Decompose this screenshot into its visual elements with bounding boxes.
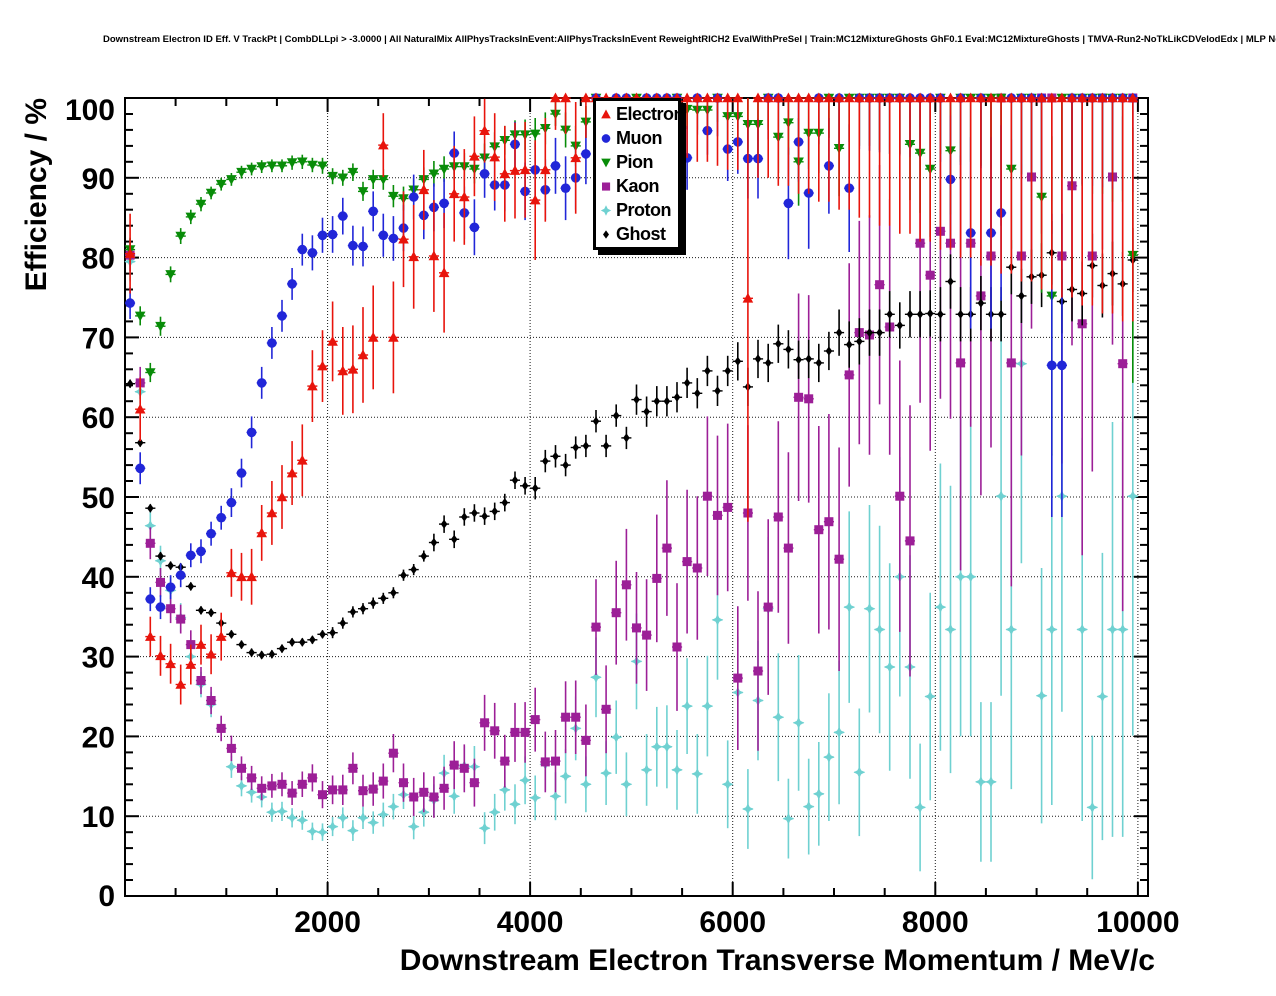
y-tick-label: 40 <box>82 562 115 595</box>
legend-entry-proton: Proton <box>599 198 678 222</box>
y-tick-label: 50 <box>82 482 115 515</box>
x-axis-title: Downstream Electron Transverse Momentum … <box>400 944 1155 977</box>
ghost-marker-icon <box>603 230 609 239</box>
pion-marker-icon <box>601 158 611 168</box>
legend-label: Pion <box>616 151 654 172</box>
electron-marker-icon <box>601 109 611 119</box>
legend-label: Muon <box>616 127 662 148</box>
y-tick-label: 70 <box>82 322 115 355</box>
y-tick-label: 10 <box>82 801 115 834</box>
legend-box: Electron Muon Pion Kaon Proton Ghost <box>593 98 685 250</box>
proton-marker-icon <box>600 205 612 216</box>
legend-label: Kaon <box>616 175 660 196</box>
y-tick-label: 60 <box>82 402 115 435</box>
y-tick-label: 0 <box>98 880 115 913</box>
x-tick-label: 6000 <box>699 906 766 939</box>
legend-label: Ghost <box>616 223 666 244</box>
x-tick-label: 2000 <box>294 906 361 939</box>
y-tick-label: 100 <box>65 94 115 127</box>
y-axis-title: Efficiency / % <box>20 98 53 291</box>
legend-entry-pion: Pion <box>599 150 678 174</box>
plot-title: Downstream Electron ID Eff. V TrackPt | … <box>103 34 1276 45</box>
x-tick-label: 10000 <box>1096 906 1179 939</box>
x-tick-label: 4000 <box>497 906 564 939</box>
legend-entry-muon: Muon <box>599 126 678 150</box>
muon-marker-icon <box>601 134 611 143</box>
series-ghost <box>125 220 1138 660</box>
y-tick-label: 30 <box>82 642 115 675</box>
y-tick-label: 20 <box>82 721 115 754</box>
legend-entry-ghost: Ghost <box>599 222 678 246</box>
x-tick-label: 8000 <box>902 906 969 939</box>
legend-label: Proton <box>616 199 672 220</box>
y-tick-label: 80 <box>82 243 115 276</box>
legend-label: Electron <box>616 103 685 124</box>
legend-entry-kaon: Kaon <box>599 174 678 198</box>
kaon-marker-icon <box>602 182 611 191</box>
legend-entry-electron: Electron <box>599 102 685 126</box>
y-tick-label: 90 <box>82 163 115 196</box>
